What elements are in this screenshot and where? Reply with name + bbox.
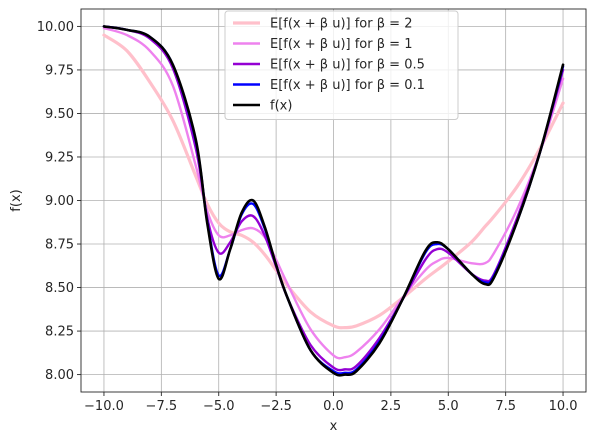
x-tick-label: −10.0	[84, 399, 124, 414]
x-axis-label: x	[330, 419, 338, 434]
legend-entry-label: E[f(x + β u)] for β = 1	[270, 37, 412, 52]
y-tick-label: 8.50	[45, 281, 74, 296]
legend-entry-label: f(x)	[270, 99, 292, 114]
legend-entry-label: E[f(x + β u)] for β = 2	[270, 17, 412, 32]
y-tick-label: 9.50	[45, 107, 74, 122]
x-tick-label: 7.5	[495, 399, 516, 414]
y-axis-label: f(x)	[9, 189, 24, 211]
y-axis: 8.00 8.25 8.50 8.75 9.00 9.25 9.50 9.75 10.00	[37, 20, 81, 383]
x-tick-label: −7.5	[146, 399, 178, 414]
x-tick-label: 2.5	[381, 399, 402, 414]
x-axis: −10.0 −7.5 −5.0 −2.5 0.0 2.5 5.0 7.5 10.0	[84, 392, 578, 414]
y-tick-label: 8.00	[45, 368, 74, 383]
y-tick-label: 8.75	[45, 238, 74, 253]
y-tick-label: 9.25	[45, 150, 74, 165]
legend: E[f(x + β u)] for β = 2 E[f(x + β u)] for…	[224, 10, 459, 120]
series-line-4	[102, 25, 565, 377]
legend-entry-label: E[f(x + β u)] for β = 0.5	[270, 58, 425, 73]
series-line-1	[102, 26, 565, 360]
x-tick-label: −5.0	[203, 399, 235, 414]
y-tick-label: 10.00	[37, 20, 74, 35]
y-tick-label: 9.00	[45, 194, 74, 209]
x-tick-label: 0.0	[323, 399, 344, 414]
y-tick-label: 9.75	[45, 63, 74, 78]
y-tick-label: 8.25	[45, 325, 74, 340]
series-layer	[102, 25, 565, 377]
x-tick-label: 10.0	[549, 399, 578, 414]
x-tick-label: 5.0	[438, 399, 459, 414]
legend-box	[224, 10, 459, 120]
legend-entry-label: E[f(x + β u)] for β = 0.1	[270, 78, 425, 93]
x-tick-label: −2.5	[260, 399, 292, 414]
